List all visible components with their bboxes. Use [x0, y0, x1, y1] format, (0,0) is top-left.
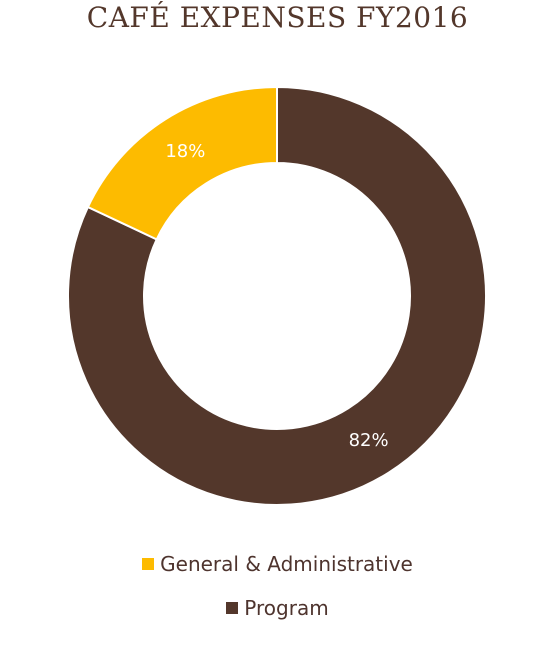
legend-swatch-program — [226, 602, 239, 614]
slice-general-administrative — [86, 85, 278, 241]
legend: General & Administrative Program — [0, 548, 555, 636]
legend-label-program: Program — [244, 596, 329, 620]
donut-slices — [67, 85, 487, 506]
chart-title: CAFÉ EXPENSES FY2016 — [86, 1, 469, 34]
slice-label-general-administrative: 18% — [165, 141, 205, 162]
legend-swatch-general-administrative — [142, 558, 155, 570]
legend-label-general-administrative: General & Administrative — [160, 552, 413, 576]
slice-program — [67, 85, 487, 506]
legend-item-general-administrative: General & Administrative — [0, 548, 555, 580]
slice-labels: 82% 18% — [165, 141, 388, 451]
slice-label-program: 82% — [349, 430, 389, 451]
legend-item-program: Program — [0, 592, 555, 624]
